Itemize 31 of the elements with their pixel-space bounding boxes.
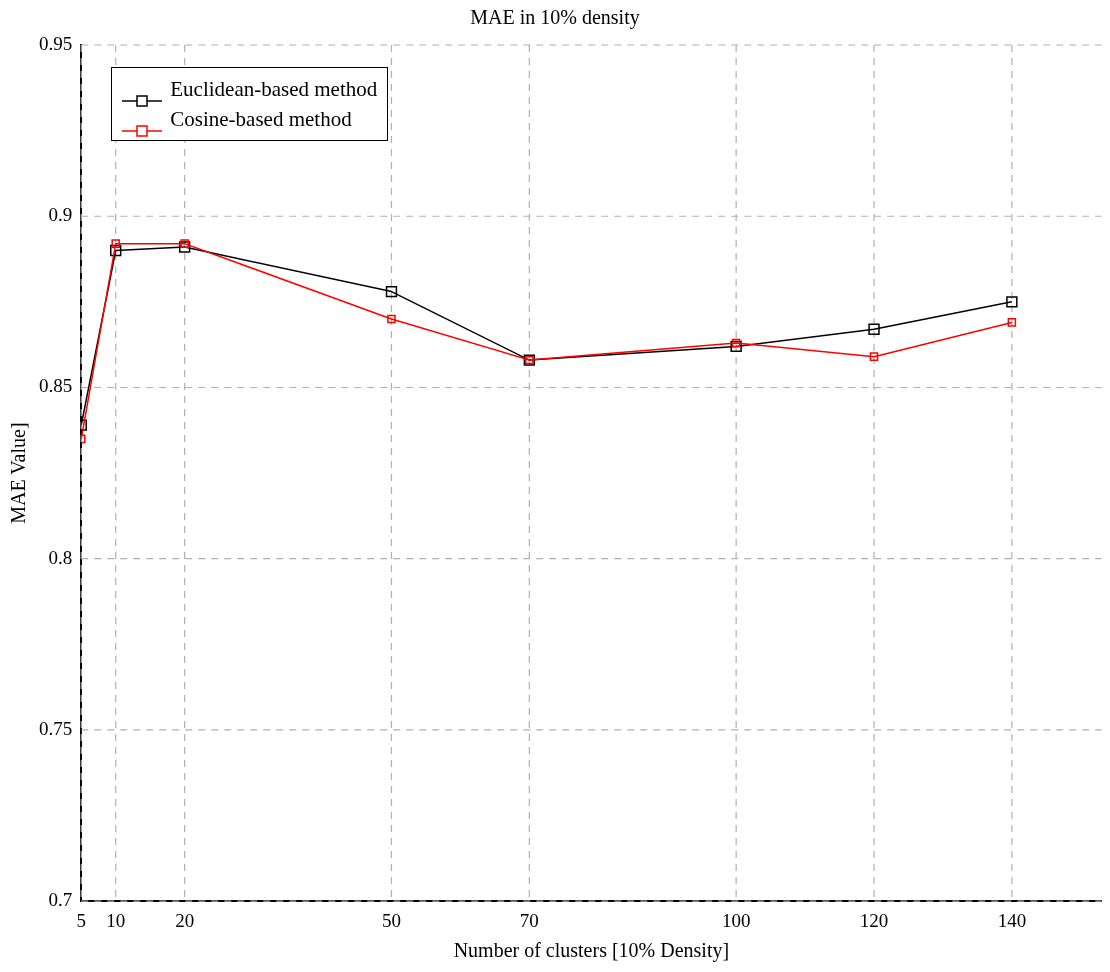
- point: [180, 239, 189, 248]
- point: [869, 352, 879, 361]
- point: [111, 239, 120, 248]
- x-tick-label: 10: [106, 909, 126, 931]
- y-tick-label: 0.75: [39, 717, 73, 739]
- x-axis-title: Number of clusters [10% Density]: [453, 939, 730, 963]
- y-tick-label: 0.95: [39, 32, 73, 54]
- x-tick-label: 20: [175, 909, 195, 931]
- legend-label: Cosine-based method: [170, 107, 352, 131]
- point: [387, 314, 396, 324]
- y-tick-label: 0.9: [48, 204, 73, 226]
- y-tick-label: 0.85: [39, 375, 73, 397]
- x-tick-label: 70: [519, 909, 539, 931]
- point: [730, 340, 742, 353]
- point: [731, 338, 741, 348]
- y-tick-label: 0.7: [48, 889, 73, 911]
- point: [1007, 318, 1017, 327]
- x-tick-label: 140: [997, 909, 1027, 931]
- y-axis-title: MAE Value]: [7, 422, 30, 524]
- legend-label: Euclidean-based method: [170, 77, 378, 101]
- point: [178, 241, 191, 253]
- x-tick-label: 120: [859, 909, 889, 931]
- x-tick-label: 100: [721, 909, 751, 931]
- point: [868, 323, 880, 335]
- x-tick-label: 5: [76, 909, 86, 931]
- y-tick-label: 0.8: [48, 546, 73, 568]
- point: [385, 285, 398, 298]
- point: [110, 244, 122, 257]
- point: [1006, 296, 1018, 308]
- x-tick-label: 50: [381, 909, 401, 931]
- chart-title: MAE in 10% density: [469, 6, 641, 29]
